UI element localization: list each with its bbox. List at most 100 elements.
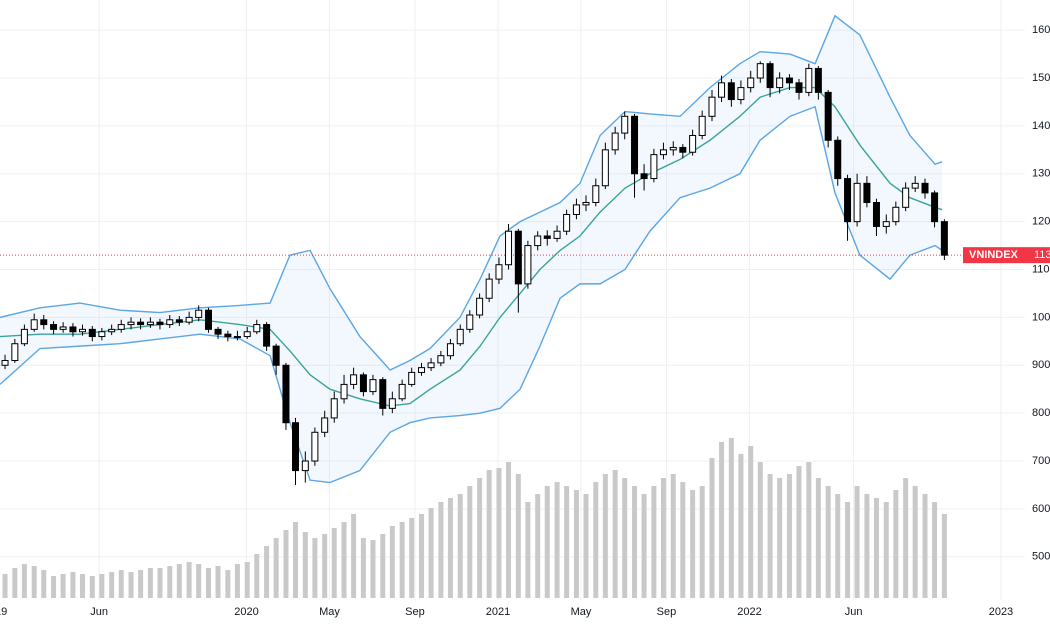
volume-bar — [215, 566, 221, 598]
candle-body — [466, 314, 474, 330]
candle-body — [737, 87, 745, 101]
volume-bar — [176, 564, 182, 598]
volume-bar — [360, 538, 366, 598]
candle-body — [166, 319, 174, 326]
volume-bar — [854, 486, 860, 598]
volume-bar — [118, 570, 124, 598]
x-tick-label: 2020 — [234, 606, 258, 618]
candle-body — [476, 297, 484, 316]
volume-bar — [312, 538, 318, 598]
candle-body — [892, 206, 900, 223]
candle-body — [708, 96, 716, 117]
candle-body — [853, 182, 861, 223]
x-tick-label: Jun — [90, 606, 108, 618]
candle-body — [427, 362, 435, 369]
price-tag-symbol: VNINDEX — [969, 249, 1019, 261]
volume-bar — [554, 482, 560, 598]
volume-bar — [157, 568, 163, 598]
volume-bar — [370, 540, 376, 598]
volume-bar — [389, 526, 395, 598]
candle-body — [69, 326, 77, 333]
volume-bar — [331, 528, 337, 598]
volume-bar — [60, 574, 66, 598]
volume-bar — [128, 572, 134, 598]
candle-body — [137, 321, 145, 326]
candle-body — [59, 326, 67, 330]
volume-bar — [632, 486, 638, 598]
candle-body — [398, 383, 406, 400]
candle-body — [263, 324, 271, 347]
candle-body — [601, 149, 609, 187]
volume-bar — [31, 566, 37, 598]
volume-bar — [912, 486, 918, 598]
candle-body — [814, 67, 822, 93]
candle-body — [631, 115, 639, 175]
volume-bar — [419, 514, 425, 598]
candle-body — [175, 319, 183, 323]
band-upper — [0, 14, 943, 371]
volume-bar — [109, 572, 115, 598]
candle-body — [572, 204, 580, 215]
candle-body — [824, 91, 832, 141]
candle-body — [40, 319, 48, 326]
candle-body — [456, 328, 464, 345]
volume-bar — [922, 494, 928, 598]
candle-body — [127, 321, 135, 326]
x-tick-label: May — [319, 606, 340, 618]
volume-bar — [51, 576, 57, 598]
x-tick-label: 2022 — [737, 606, 761, 618]
volume-bar — [941, 514, 947, 598]
candle-body — [872, 202, 880, 227]
volume-bar — [525, 502, 531, 598]
candle-body — [534, 235, 542, 247]
candle-body — [805, 67, 813, 93]
candle-body — [446, 343, 454, 357]
x-tick-label: Sep — [657, 606, 677, 618]
candle-body — [185, 316, 193, 323]
y-tick-label: 1000 — [1032, 311, 1050, 323]
volume-bar — [893, 490, 899, 598]
candle-body — [437, 355, 445, 364]
candle-body — [727, 82, 735, 101]
candle-body — [117, 324, 125, 330]
candle-body — [911, 182, 919, 189]
volume-bar — [593, 482, 599, 598]
candle-body — [321, 417, 329, 433]
volume-bar — [612, 470, 618, 598]
candle-body — [659, 149, 667, 156]
volume-bar — [264, 546, 270, 598]
volume-bar — [89, 576, 95, 598]
volume-bar — [544, 486, 550, 598]
candle-body — [146, 321, 154, 326]
candle-body — [940, 221, 948, 256]
candle-body — [640, 173, 648, 180]
volume-bar — [99, 574, 105, 598]
candle-body — [756, 63, 764, 79]
volume-bar — [641, 494, 647, 598]
candle-body — [98, 331, 106, 338]
candle-body — [747, 77, 755, 89]
candle-body — [766, 63, 774, 89]
candle-body — [650, 154, 658, 180]
candle-body — [243, 331, 251, 338]
volume-bar — [293, 522, 299, 598]
band-fill — [0, 15, 943, 483]
volume-bar — [205, 568, 211, 598]
volume-bar — [244, 562, 250, 598]
volume-bar — [602, 474, 608, 598]
x-tick-label: 2021 — [486, 606, 510, 618]
volume-bar — [728, 438, 734, 598]
volume-bar — [748, 446, 754, 598]
candle-body — [272, 345, 280, 366]
volume-bar — [564, 486, 570, 598]
candle-body — [204, 309, 212, 330]
candle-body — [301, 460, 309, 472]
candle-body — [592, 185, 600, 203]
candle-body — [611, 132, 619, 151]
x-tick-label: Sep — [405, 606, 425, 618]
volume-bar — [738, 454, 744, 598]
volume-bar — [583, 494, 589, 598]
volume-bar — [806, 462, 812, 598]
x-tick-label: 2023 — [989, 606, 1013, 618]
